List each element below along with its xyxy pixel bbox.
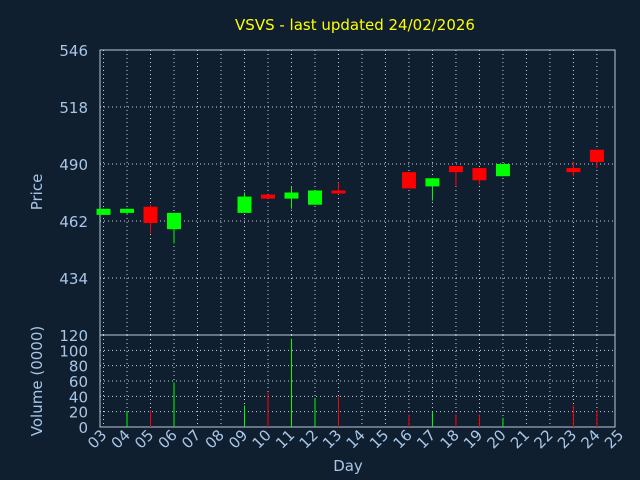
price-tick-label: 490 — [59, 156, 88, 174]
x-tick-label: 13 — [319, 426, 345, 452]
x-tick-label: 20 — [484, 426, 510, 452]
chart-title: VSVS - last updated 24/02/2026 — [235, 16, 475, 34]
price-tick-label: 462 — [59, 213, 88, 231]
x-tick-label: 06 — [155, 426, 181, 452]
price-axis-label: Price — [28, 174, 46, 211]
volume-tick-label: 100 — [59, 342, 88, 360]
price-candles — [96, 149, 604, 244]
x-tick-label: 23 — [554, 426, 580, 452]
volume-plot-area — [99, 334, 616, 428]
volume-tick-label: 120 — [59, 327, 88, 345]
candle-body — [120, 208, 135, 213]
x-tick-label: 25 — [601, 426, 627, 452]
candle-body — [307, 190, 322, 205]
candle-body — [401, 172, 416, 189]
x-tick-label: 19 — [460, 426, 486, 452]
price-tick-label: 518 — [59, 99, 88, 117]
x-tick-label: 11 — [272, 426, 298, 452]
volume-axis-label: Volume (0000) — [28, 326, 46, 436]
volume-tick-label: 40 — [69, 388, 88, 406]
candle-body — [237, 196, 252, 213]
candle-body — [284, 192, 299, 199]
x-tick-label: 14 — [343, 426, 369, 452]
volume-tick-label: 60 — [69, 373, 88, 391]
volume-bars — [126, 338, 598, 427]
x-tick-label: 24 — [578, 426, 604, 452]
candle-body — [143, 206, 158, 224]
x-tick-label: 17 — [413, 426, 439, 452]
volume-tick-label: 20 — [69, 404, 88, 422]
x-tick-label: 21 — [507, 426, 533, 452]
x-tick-label: 18 — [437, 426, 463, 452]
price-tick-label: 546 — [59, 42, 88, 60]
x-tick-label: 04 — [108, 426, 134, 452]
x-tick-label: 16 — [390, 426, 416, 452]
price-plot-area — [99, 49, 616, 336]
candle-body — [448, 166, 463, 173]
x-tick-label: 10 — [249, 426, 275, 452]
candle-body — [167, 212, 182, 230]
x-tick-label: 05 — [131, 426, 157, 452]
candle-body — [589, 149, 604, 162]
candle-body — [472, 168, 487, 181]
x-tick-labels: 0304050607080910111213141516171819202122… — [84, 426, 627, 452]
x-tick-label: 15 — [366, 426, 392, 452]
candle-body — [495, 164, 510, 177]
x-tick-label: 22 — [531, 426, 557, 452]
candle-body — [331, 190, 346, 194]
x-tick-label: 07 — [178, 426, 204, 452]
x-tick-label: 03 — [84, 426, 110, 452]
candle-body — [425, 178, 440, 187]
x-tick-label: 12 — [296, 426, 322, 452]
volume-tick-label: 80 — [69, 358, 88, 376]
price-tick-label: 434 — [59, 270, 88, 288]
volume-tick-label: 0 — [78, 419, 88, 437]
x-tick-label: 08 — [202, 426, 228, 452]
candle-body — [566, 168, 581, 173]
x-tick-label: 09 — [225, 426, 251, 452]
candle-body — [96, 208, 111, 215]
candle-body — [260, 194, 275, 199]
x-axis-label: Day — [333, 457, 363, 475]
